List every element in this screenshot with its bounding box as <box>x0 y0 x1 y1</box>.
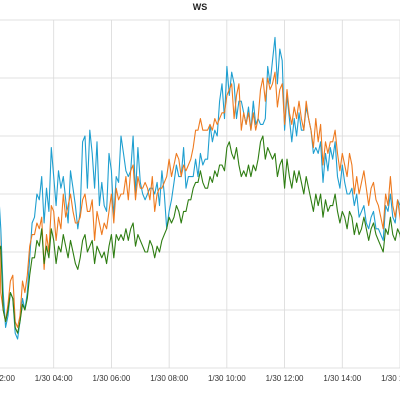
x-tick-label-2: 1/30 06:00 <box>93 374 131 383</box>
x-tick-label-1: 1/30 04:00 <box>35 374 73 383</box>
x-tick-label-6: 1/30 14:00 <box>323 374 361 383</box>
series-line-1 <box>0 71 400 328</box>
x-tick-label-7: 1/30 16:00 <box>381 374 400 383</box>
series-line-2 <box>0 135 400 334</box>
grid-lines <box>0 19 400 369</box>
series-group <box>0 36 400 340</box>
chart-title: WS <box>193 2 208 12</box>
x-tick-label-5: 1/30 12:00 <box>266 374 304 383</box>
x-tick-label-3: 1/30 08:00 <box>150 374 188 383</box>
x-tick-label-0: 1/30 02:00 <box>0 374 15 383</box>
series-line-0 <box>0 36 400 340</box>
x-tick-label-4: 1/30 10:00 <box>208 374 246 383</box>
x-tick-labels: 1/30 02:00 1/30 04:00 1/30 06:00 1/30 08:00… <box>0 374 400 383</box>
